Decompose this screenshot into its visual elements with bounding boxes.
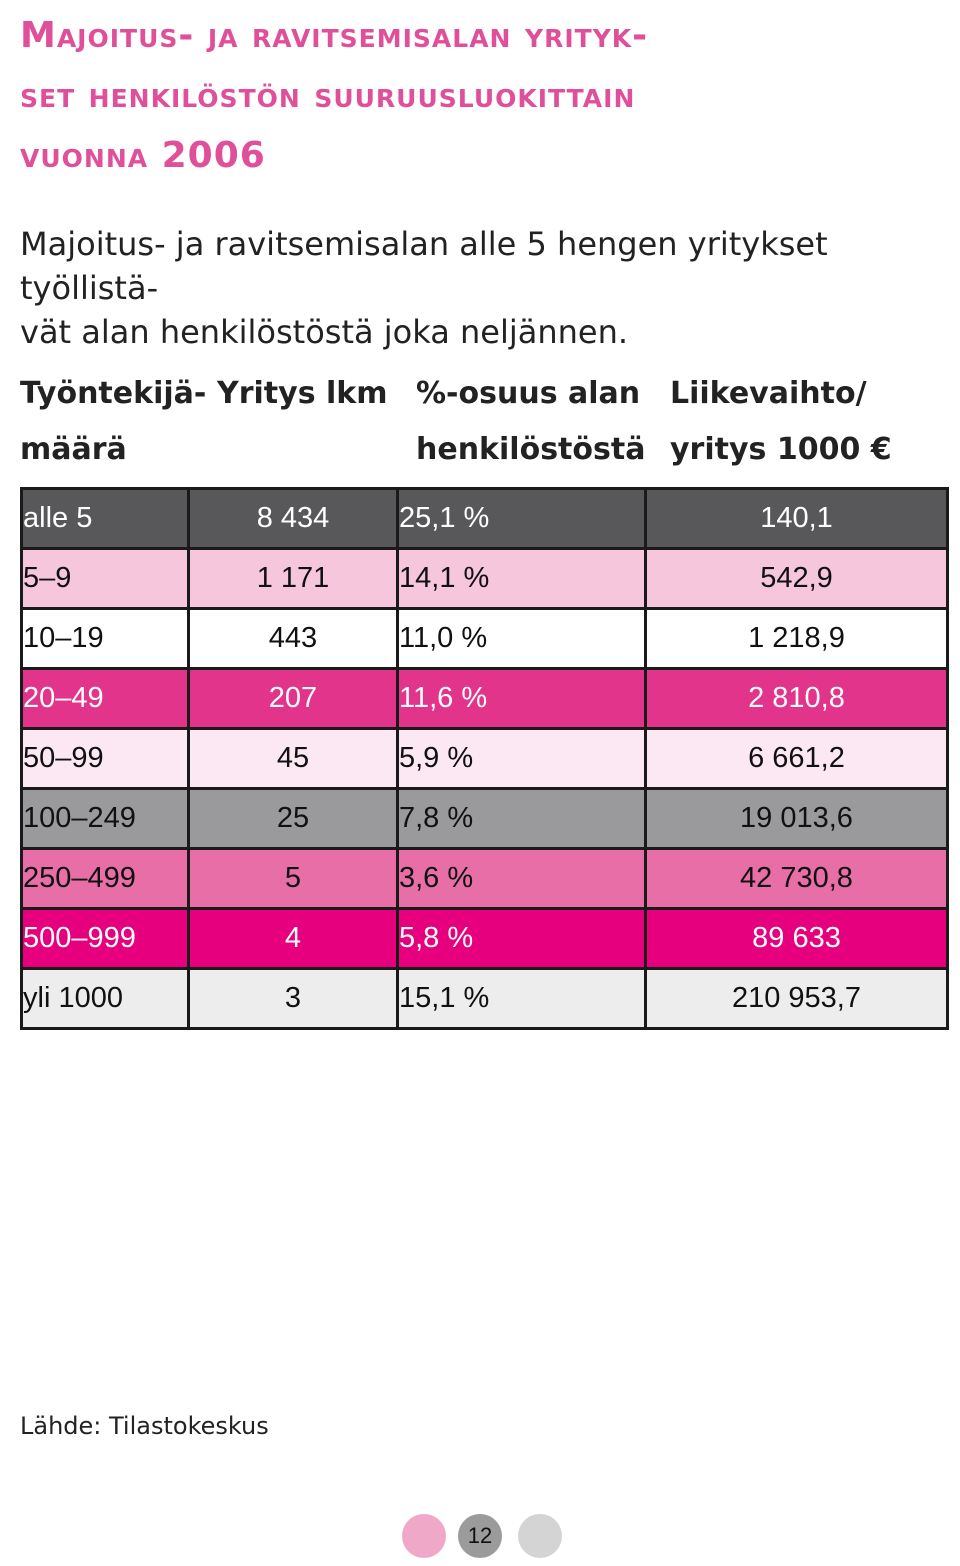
cell-size: 5–9 [20, 547, 190, 610]
table-row: 50–99 45 5,9 % 6 661,2 [20, 727, 949, 790]
table-row: yli 1000 3 15,1 % 210 953,7 [20, 967, 949, 1030]
cell-count: 45 [187, 727, 399, 790]
cell-revenue: 140,1 [644, 487, 949, 550]
cell-count: 5 [187, 847, 399, 910]
cell-revenue: 6 661,2 [644, 727, 949, 790]
cell-size: yli 1000 [20, 967, 190, 1030]
cell-size: 100–249 [20, 787, 190, 850]
intro-line: vät alan henkilöstöstä joka neljännen. [20, 313, 629, 351]
page-title: Majoitus- ja ravitsemisalan yrityk- set … [20, 6, 950, 186]
table-header: Työntekijä- määrä Yritys lkm %-osuus ala… [0, 366, 960, 476]
cell-size: alle 5 [20, 487, 190, 550]
intro-line: Majoitus- ja ravitsemisalan alle 5 henge… [20, 225, 828, 307]
cell-size: 10–19 [20, 607, 190, 670]
cell-share: 5,8 % [396, 907, 647, 970]
cell-revenue: 210 953,7 [644, 967, 949, 1030]
cell-share: 25,1 % [396, 487, 647, 550]
source-note: Lähde: Tilastokeskus [20, 1412, 269, 1440]
cell-share: 3,6 % [396, 847, 647, 910]
cell-size: 50–99 [20, 727, 190, 790]
cell-count: 8 434 [187, 487, 399, 550]
table-row: 100–249 25 7,8 % 19 013,6 [20, 787, 949, 850]
cell-size: 500–999 [20, 907, 190, 970]
table-row: 250–499 5 3,6 % 42 730,8 [20, 847, 949, 910]
cell-revenue: 1 218,9 [644, 607, 949, 670]
column-header-revenue: Liikevaihto/ yritys 1000 € [670, 376, 892, 467]
cell-share: 11,0 % [396, 607, 647, 670]
page-indicator: 12 [402, 1514, 562, 1560]
cell-revenue: 42 730,8 [644, 847, 949, 910]
cell-revenue: 2 810,8 [644, 667, 949, 730]
intro-paragraph: Majoitus- ja ravitsemisalan alle 5 henge… [20, 222, 950, 354]
cell-count: 25 [187, 787, 399, 850]
cell-share: 15,1 % [396, 967, 647, 1030]
cell-count: 443 [187, 607, 399, 670]
table-row: 500–999 4 5,8 % 89 633 [20, 907, 949, 970]
cell-count: 207 [187, 667, 399, 730]
title-line: Majoitus- ja ravitsemisalan yrityk- [20, 15, 649, 56]
table-row: 5–9 1 171 14,1 % 542,9 [20, 547, 949, 610]
gray-dot-icon [518, 1514, 562, 1558]
column-header-company-count: Yritys lkm [217, 376, 388, 411]
cell-size: 20–49 [20, 667, 190, 730]
data-table: alle 5 8 434 25,1 % 140,1 5–9 1 171 14,1… [20, 487, 949, 1030]
column-header-employees: Työntekijä- määrä [20, 376, 207, 467]
table-row: alle 5 8 434 25,1 % 140,1 [20, 487, 949, 550]
title-line: set henkilöstön suuruusluokittain [20, 75, 636, 116]
cell-count: 1 171 [187, 547, 399, 610]
title-line: vuonna 2006 [20, 135, 266, 176]
cell-revenue: 89 633 [644, 907, 949, 970]
cell-revenue: 19 013,6 [644, 787, 949, 850]
cell-count: 3 [187, 967, 399, 1030]
cell-revenue: 542,9 [644, 547, 949, 610]
cell-size: 250–499 [20, 847, 190, 910]
cell-share: 5,9 % [396, 727, 647, 790]
table-row: 10–19 443 11,0 % 1 218,9 [20, 607, 949, 670]
column-header-staff-share: %-osuus alan henkilöstöstä [416, 376, 646, 467]
cell-share: 11,6 % [396, 667, 647, 730]
cell-count: 4 [187, 907, 399, 970]
pink-dot-icon [402, 1514, 446, 1558]
cell-share: 14,1 % [396, 547, 647, 610]
page-number: 12 [458, 1514, 502, 1558]
cell-share: 7,8 % [396, 787, 647, 850]
table-row: 20–49 207 11,6 % 2 810,8 [20, 667, 949, 730]
